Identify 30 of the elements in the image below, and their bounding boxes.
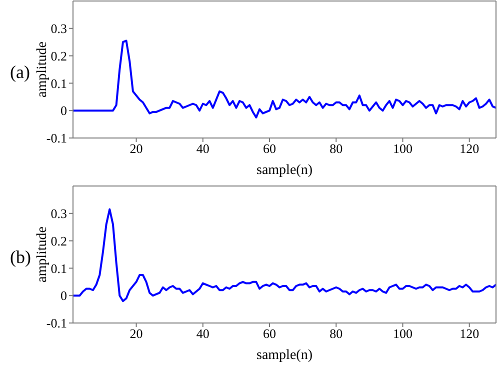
x-tick-label: 40: [196, 326, 210, 342]
y-tick-label: 0.3: [50, 206, 67, 222]
text: (b): [10, 247, 31, 268]
y-tick-label: 0.2: [50, 233, 67, 248]
x-tick-label: 60: [263, 141, 276, 156]
line-series: [73, 208, 496, 302]
x-tick-label: 120: [460, 326, 480, 342]
y-tick-label: 0.1: [50, 260, 67, 276]
y-tick-label: 0: [60, 288, 67, 304]
y-tick-label: -0.1: [46, 316, 67, 331]
x-tick-label: 20: [130, 141, 143, 156]
x-tick-label: 80: [330, 326, 343, 342]
y-tick-label: 0.3: [50, 21, 67, 36]
y-tick-label: 0.2: [50, 48, 67, 64]
x-tick-label: 80: [330, 141, 343, 156]
text: (a): [10, 62, 30, 83]
x-tick-label: 60: [263, 326, 276, 342]
x-axis-title: sample(n): [256, 348, 313, 363]
y-tick-label: -0.1: [46, 130, 67, 146]
y-tick-label: 0: [60, 103, 67, 118]
x-tick-label: 100: [392, 141, 412, 156]
line-series: [73, 40, 496, 118]
x-tick-label: 40: [196, 141, 210, 156]
y-axis-title: amplitude: [35, 42, 50, 98]
y-axis-title: amplitude: [35, 226, 50, 282]
x-tick-label: 120: [460, 141, 480, 156]
x-tick-label: 100: [392, 326, 412, 342]
x-tick-label: 20: [130, 326, 143, 342]
y-tick-label: 0.1: [50, 76, 67, 91]
x-axis-title: sample(n): [256, 163, 313, 178]
